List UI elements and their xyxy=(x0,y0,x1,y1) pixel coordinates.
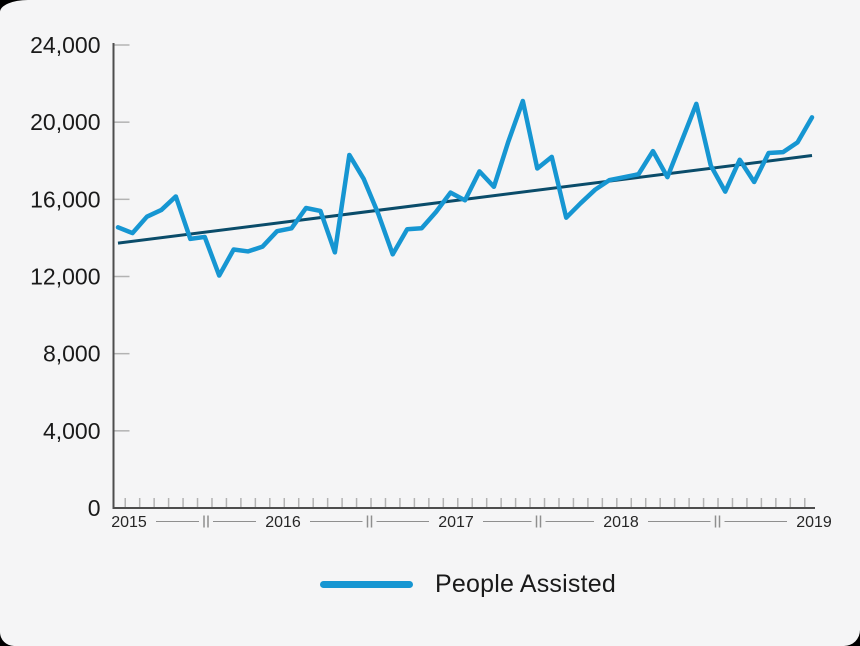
legend-label: People Assisted xyxy=(435,570,616,598)
x-year-label: 2017 xyxy=(438,514,474,531)
y-tick-label: 24,000 xyxy=(30,32,100,58)
people-assisted-line xyxy=(115,98,815,278)
y-tick-label: 8,000 xyxy=(43,341,101,367)
chart-content: 0 4,000 8,000 12,000 16,000 20,000 24,000 2015 2… xyxy=(30,32,860,599)
x-year-label: 2018 xyxy=(603,514,639,531)
x-year-label: 2019 xyxy=(796,514,832,531)
x-year-label: 2015 xyxy=(111,514,147,531)
legend-line-swatch xyxy=(320,581,414,588)
people-assisted-line-chart: 0 4,000 8,000 12,000 16,000 20,000 24,000 2015 2… xyxy=(30,32,832,531)
x-year-label: 2016 xyxy=(265,514,301,531)
y-tick-label: 16,000 xyxy=(30,186,100,212)
legend: People Assisted xyxy=(38,570,860,599)
y-tick-label: 20,000 xyxy=(30,109,100,135)
y-tick-label: 0 xyxy=(88,495,101,521)
y-tick-label: 4,000 xyxy=(43,418,101,444)
y-tick-label: 12,000 xyxy=(30,264,100,290)
